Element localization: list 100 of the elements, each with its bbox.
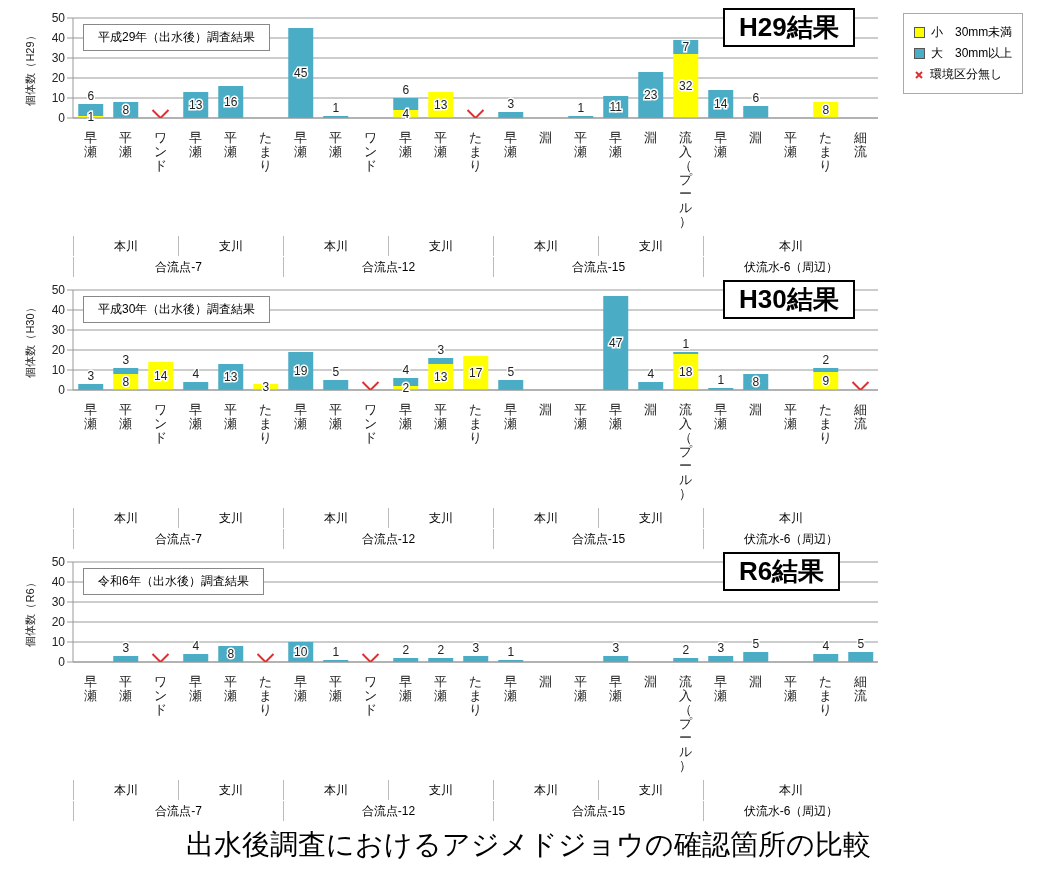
data-label: 14 (154, 369, 168, 384)
data-label: 3 (122, 641, 130, 656)
y-axis-title: 個体数（R6） (23, 577, 36, 647)
y-tick-label: 50 (51, 555, 66, 570)
x-tick-label: 平瀬 (329, 674, 342, 703)
y-tick-label: 0 (58, 111, 66, 126)
y-tick-label: 40 (51, 575, 66, 590)
y-axis-title: 個体数（H29） (23, 30, 36, 106)
text: 本川 (73, 780, 178, 800)
x-tick-label: 平瀬 (119, 402, 132, 431)
y-tick-label: 10 (51, 91, 66, 106)
text: 支川 (178, 236, 283, 256)
data-label: 8 (122, 375, 130, 390)
x-tick-label: ワンド (154, 402, 167, 445)
x-tick-label: 早瀬 (714, 402, 727, 431)
text: 本川 (703, 236, 878, 256)
data-label: 3 (507, 97, 515, 112)
text: 支川 (178, 508, 283, 528)
data-label: 45 (294, 66, 308, 81)
y-tick-label: 20 (51, 615, 66, 630)
y-tick-label: 20 (51, 71, 66, 86)
x-tick-label: 早瀬 (84, 130, 97, 159)
x-tick-label: ワンド (364, 402, 377, 445)
data-label: 23 (644, 88, 658, 103)
x-tick-label: 平瀬 (119, 130, 132, 159)
data-label: 47 (609, 336, 623, 351)
x-tick-label: 淵 (749, 674, 762, 689)
x-tick-label: 流入（プール） (679, 130, 693, 229)
text: 伏流水-6（周辺） (703, 257, 878, 277)
data-label: 5 (507, 365, 515, 380)
data-label: 1 (682, 337, 690, 352)
text: 出水後調査におけるアジメドジョウの確認箇所の比較 (184, 828, 872, 862)
data-label: 9 (822, 374, 830, 389)
x-tick-label: たまり (259, 402, 272, 445)
x-tick-label: 早瀬 (189, 402, 202, 431)
data-label: 4 (192, 367, 200, 382)
data-label: 16 (224, 95, 238, 110)
x-tick-label: 早瀬 (609, 402, 622, 431)
x-tick-label: ワンド (364, 674, 377, 717)
chart-title: H30結果 (723, 280, 855, 319)
x-tick-label: 淵 (749, 130, 762, 145)
text: 本川 (283, 236, 388, 256)
x-tick-label: 淵 (539, 130, 552, 145)
text: 支川 (598, 780, 703, 800)
x-tick-label: 流入（プール） (679, 674, 693, 773)
legend-label: 環境区分無し (930, 66, 1002, 83)
data-label: 4 (192, 639, 200, 654)
data-label: 2 (402, 643, 410, 658)
y-tick-label: 10 (51, 363, 66, 378)
x-tick-label: 淵 (644, 130, 657, 145)
x-tick-label: ワンド (154, 674, 167, 717)
x-tick-label: 平瀬 (224, 402, 237, 431)
text: 支川 (598, 236, 703, 256)
x-tick-label: 早瀬 (294, 130, 307, 159)
data-label: 1 (87, 110, 95, 125)
x-tick-label: ワンド (154, 130, 167, 173)
text: 支川 (598, 508, 703, 528)
y-tick-label: 50 (51, 283, 66, 298)
text: 合流点-12 (283, 801, 493, 821)
text: 合流点-15 (493, 529, 703, 549)
data-label: 1 (332, 645, 340, 660)
text: 本川 (703, 508, 878, 528)
x-tick-label: 平瀬 (574, 130, 587, 159)
text: 本川 (493, 236, 598, 256)
x-tick-label: 平瀬 (574, 674, 587, 703)
data-label: 1 (717, 373, 725, 388)
x-tick-label: 早瀬 (84, 674, 97, 703)
x-tick-label: ワンド (364, 130, 377, 173)
x-tick-label: 早瀬 (504, 130, 517, 159)
data-label: 1 (577, 101, 585, 116)
data-label: 14 (714, 97, 728, 112)
x-tick-label: 早瀬 (504, 674, 517, 703)
text: 合流点-15 (493, 801, 703, 821)
text: 支川 (388, 780, 493, 800)
text: 伏流水-6（周辺） (703, 529, 878, 549)
x-tick-label: 平瀬 (224, 674, 237, 703)
x-tick-label: 細流 (853, 130, 867, 159)
x-tick-label: 細流 (853, 674, 867, 703)
x-tick-label: たまり (469, 402, 482, 445)
data-label: 4 (402, 107, 410, 122)
y-tick-label: 30 (51, 595, 66, 610)
x-tick-label: 早瀬 (399, 402, 412, 431)
x-tick-label: 流入（プール） (679, 402, 693, 501)
data-label: 8 (822, 103, 830, 118)
data-label: 1 (332, 101, 340, 116)
y-tick-label: 20 (51, 343, 66, 358)
x-tick-label: 早瀬 (609, 674, 622, 703)
data-label: 3 (87, 369, 95, 384)
text: 合流点-15 (493, 257, 703, 277)
y-tick-label: 30 (51, 323, 66, 338)
data-label: 8 (122, 103, 130, 118)
x-tick-label: 平瀬 (434, 674, 447, 703)
data-label: 10 (294, 645, 308, 660)
data-label: 8 (227, 647, 235, 662)
data-label: 1 (507, 645, 515, 660)
x-tick-label: 早瀬 (399, 674, 412, 703)
x-tick-label: たまり (819, 674, 832, 717)
data-label: 2 (437, 643, 445, 658)
data-label: 13 (434, 98, 448, 113)
data-label: 5 (332, 365, 340, 380)
